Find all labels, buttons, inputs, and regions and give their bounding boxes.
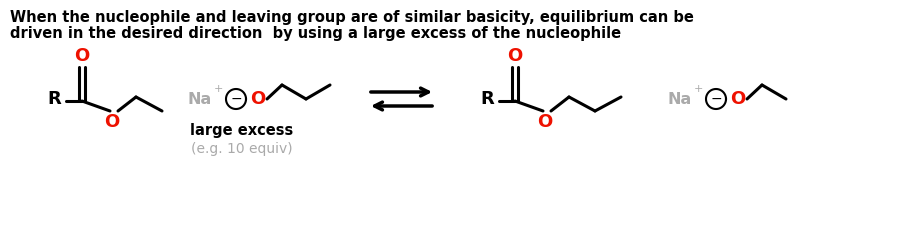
Text: driven in the desired direction  by using a large excess of the nucleophile: driven in the desired direction by using…	[10, 26, 621, 41]
Text: O: O	[730, 90, 745, 108]
Text: −: −	[710, 92, 722, 106]
Text: O: O	[537, 113, 552, 131]
Text: large excess: large excess	[190, 123, 294, 138]
Text: Na: Na	[668, 92, 692, 107]
Text: O: O	[251, 90, 266, 108]
Text: R: R	[480, 90, 494, 108]
Text: +: +	[214, 84, 223, 94]
Text: R: R	[47, 90, 61, 108]
Text: (e.g. 10 equiv): (e.g. 10 equiv)	[191, 142, 293, 156]
Text: O: O	[104, 113, 119, 131]
Text: −: −	[230, 92, 242, 106]
Text: +: +	[693, 84, 703, 94]
Text: Na: Na	[188, 92, 212, 107]
Text: When the nucleophile and leaving group are of similar basicity, equilibrium can : When the nucleophile and leaving group a…	[10, 10, 694, 25]
Text: O: O	[507, 47, 523, 65]
Text: O: O	[75, 47, 90, 65]
